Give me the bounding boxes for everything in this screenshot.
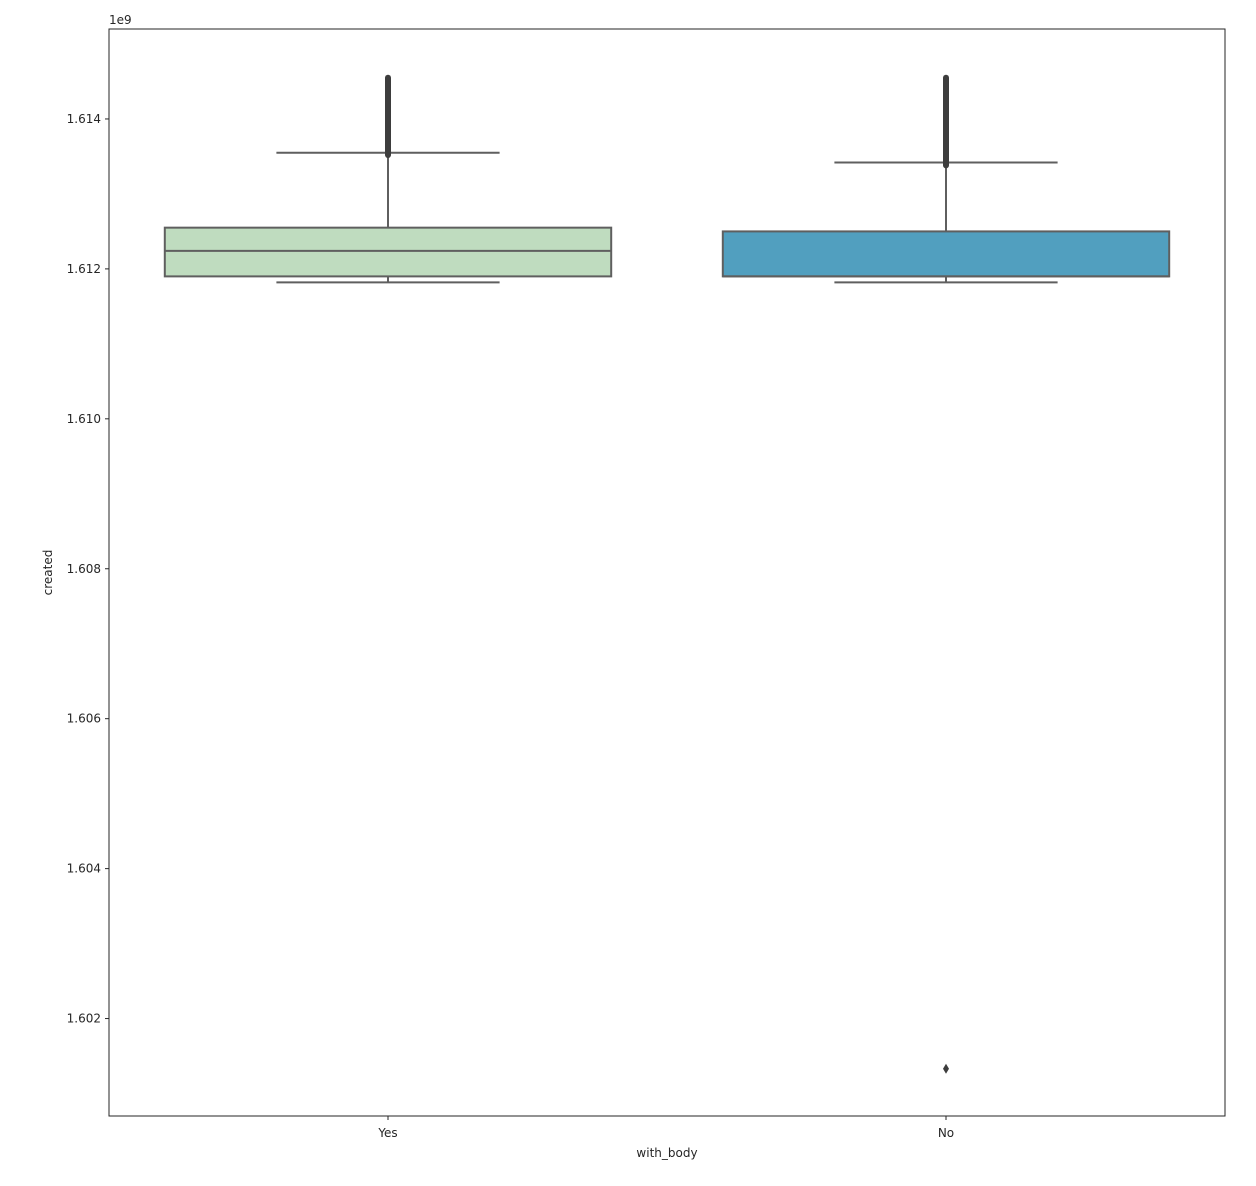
y-tick-label: 1.612 xyxy=(67,262,101,276)
y-axis-label: created xyxy=(41,550,55,596)
x-axis: Yes No xyxy=(377,1116,954,1140)
y-tick-label: 1.606 xyxy=(67,712,101,726)
box-group-no xyxy=(721,74,1171,1074)
y-tick-label: 1.604 xyxy=(67,862,101,876)
y-axis: 1.602 1.604 1.606 1.608 1.610 1.612 1.614 xyxy=(67,112,109,1026)
y-tick-label: 1.602 xyxy=(67,1012,101,1026)
x-tick-label: Yes xyxy=(377,1126,397,1140)
plot-frame xyxy=(108,28,1226,1117)
x-tick-label: No xyxy=(938,1126,954,1140)
box-group-yes xyxy=(163,74,613,284)
y-tick-label: 1.610 xyxy=(67,412,101,426)
x-axis-label: with_body xyxy=(636,1146,697,1160)
box-iqr xyxy=(163,226,613,278)
y-tick-label: 1.614 xyxy=(67,112,101,126)
y-tick-label: 1.608 xyxy=(67,562,101,576)
box-plot-series xyxy=(163,74,1171,1074)
box-iqr xyxy=(721,230,1171,278)
outlier-point xyxy=(943,1063,949,1074)
y-offset-text: 1e9 xyxy=(109,13,132,27)
